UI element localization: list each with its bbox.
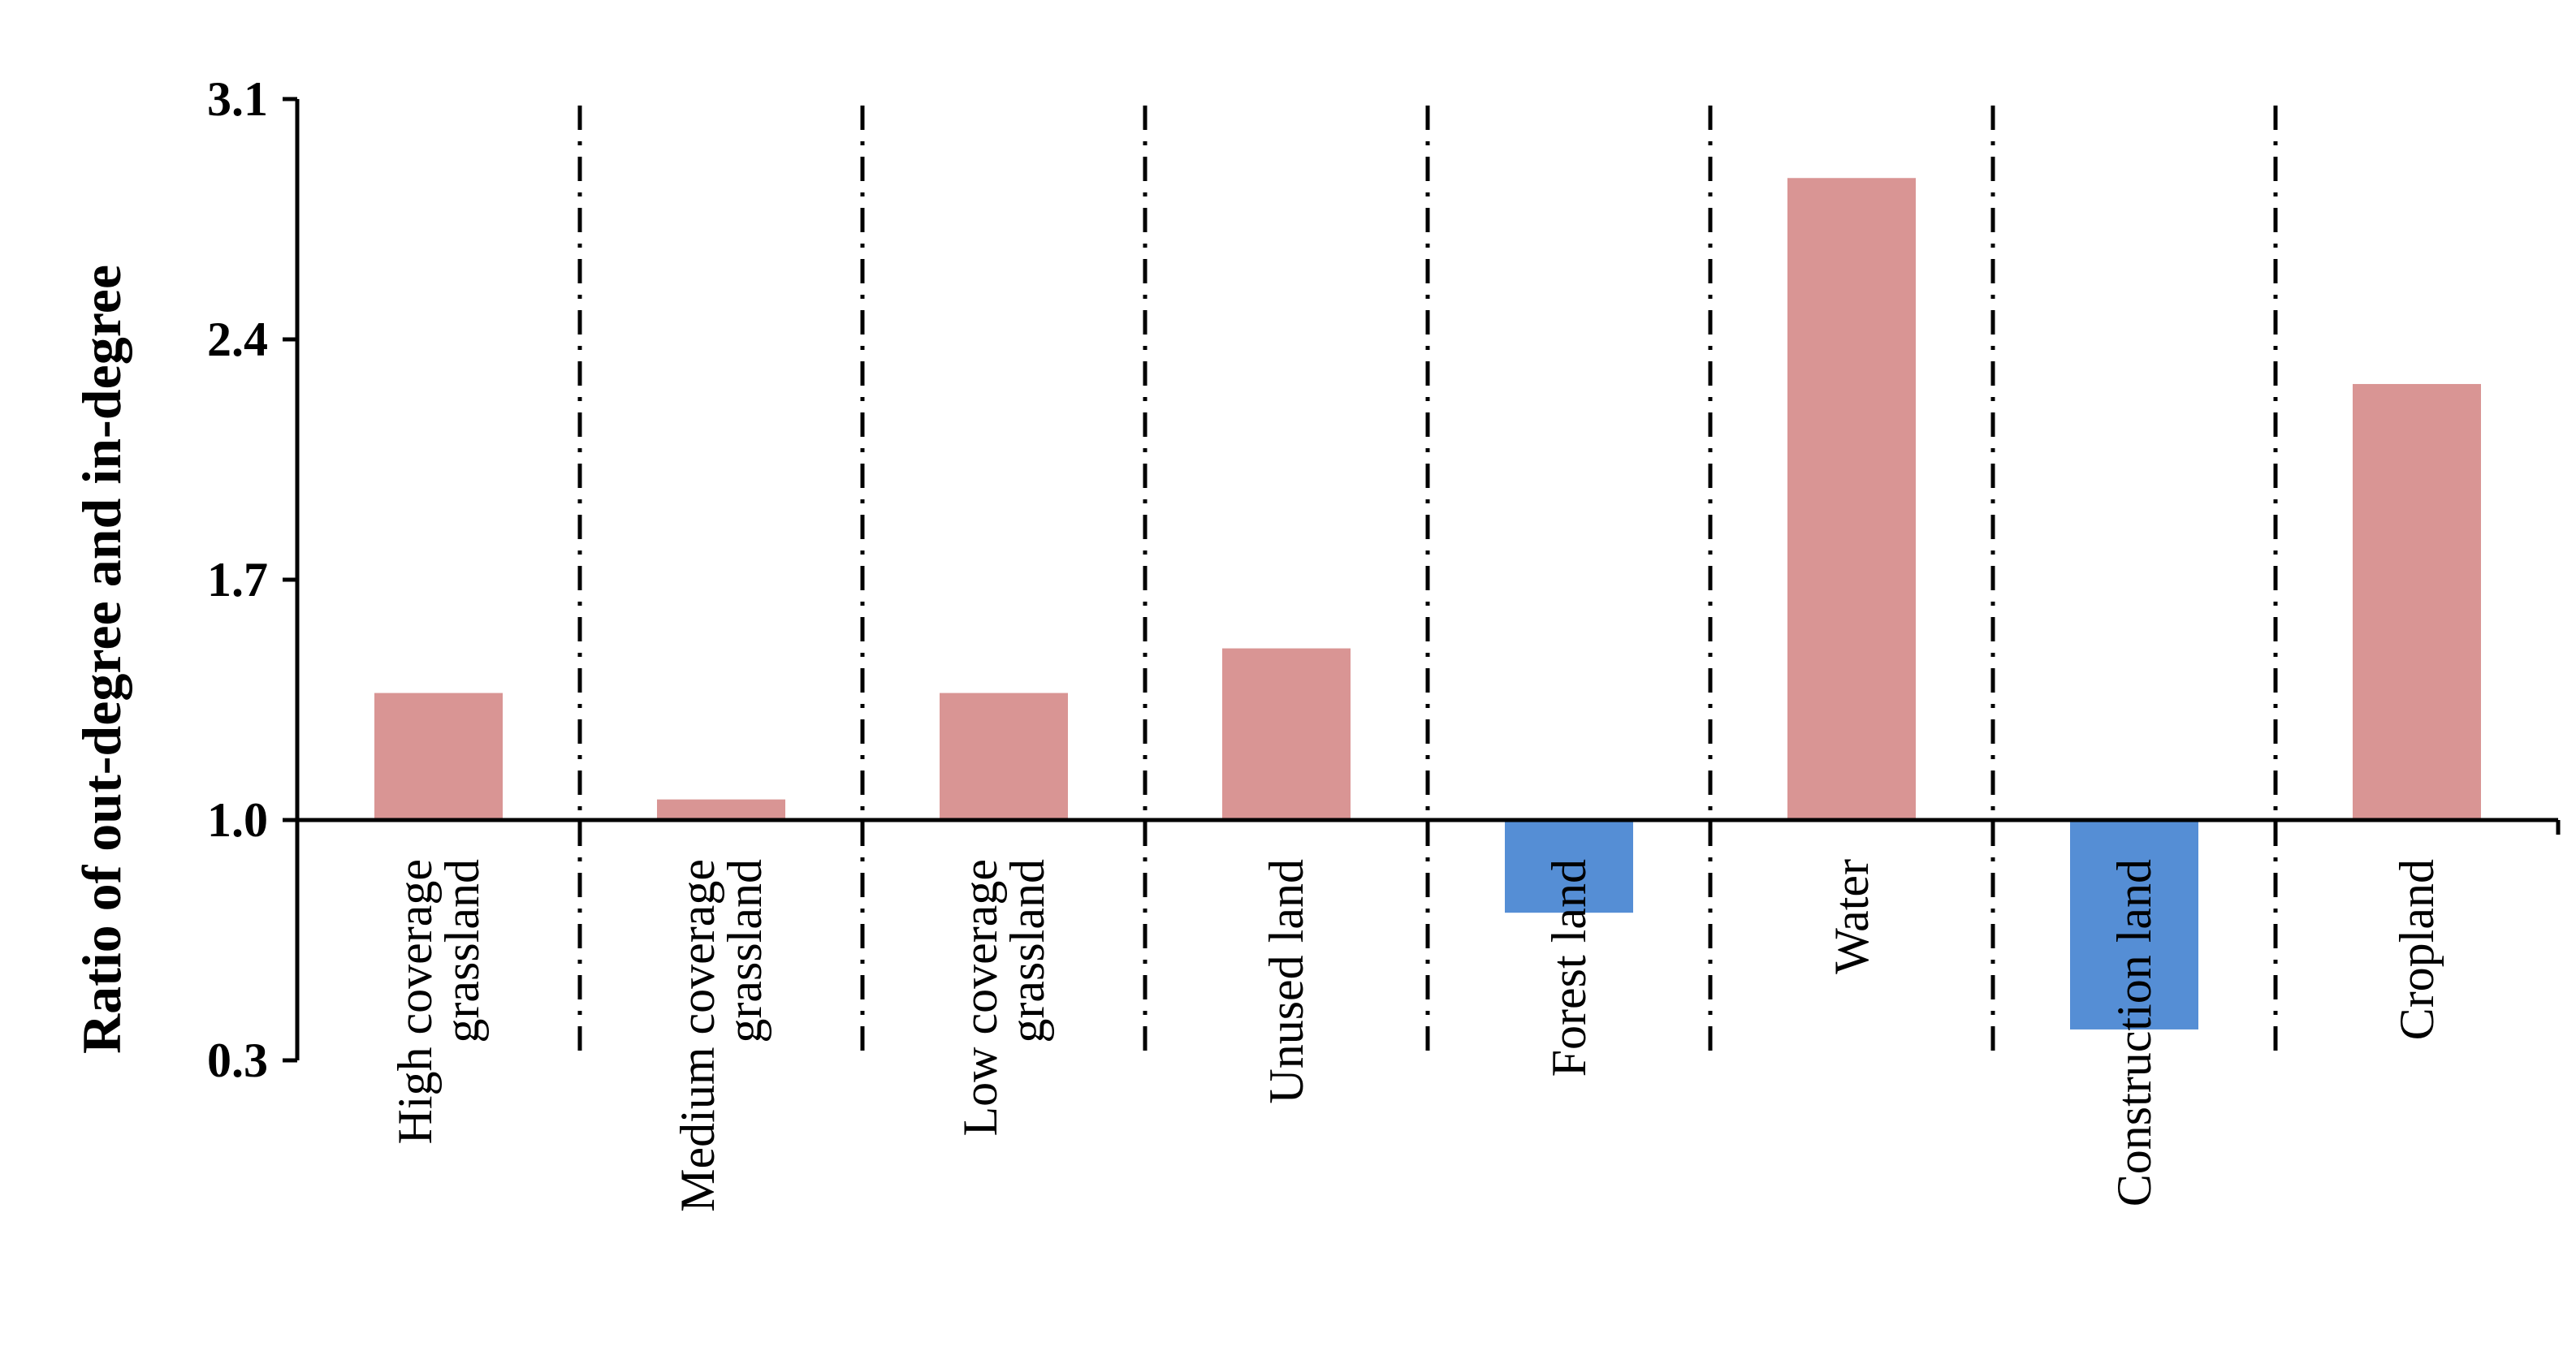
bar — [1505, 820, 1633, 913]
bar — [2070, 820, 2198, 1029]
category-label: Water — [1825, 859, 1878, 974]
category-label-line: Cropland — [2390, 859, 2444, 1040]
category-label: Cropland — [2390, 859, 2444, 1040]
category-label-line: grassland — [1001, 859, 1054, 1043]
y-tick-label: 1.7 — [207, 553, 268, 606]
bar — [940, 693, 1068, 820]
category-label-line: Low coverage — [953, 859, 1007, 1136]
category-label: Unused land — [1260, 859, 1313, 1104]
category-label-line: grassland — [718, 859, 772, 1043]
bars — [374, 178, 2481, 1029]
category-label-line: Unused land — [1260, 859, 1313, 1104]
category-label-line: Medium coverage — [671, 859, 724, 1212]
category-label: Forest land — [1542, 859, 1596, 1077]
y-ticks: 3.1 2.4 1.7 1.0 0.3 — [207, 72, 297, 1087]
bar — [657, 799, 785, 820]
bar — [2353, 383, 2481, 820]
bar — [1222, 648, 1351, 820]
y-axis-title: Ratio of out-degree and in-degree — [71, 265, 132, 1054]
y-tick-label: 3.1 — [207, 72, 268, 126]
category-label-line: Construction land — [2107, 859, 2161, 1206]
category-separators — [577, 106, 2278, 1060]
category-label: Construction land — [2107, 859, 2161, 1206]
bar — [1787, 178, 1916, 820]
y-tick-label: 0.3 — [207, 1034, 268, 1087]
bar — [374, 693, 503, 820]
category-label-line: High coverage — [388, 859, 442, 1145]
y-tick-label: 2.4 — [207, 313, 268, 366]
y-tick-label: 1.0 — [207, 793, 268, 847]
category-label-line: grassland — [435, 859, 489, 1043]
category-label-line: Water — [1825, 859, 1878, 974]
category-label-line: Forest land — [1542, 859, 1596, 1077]
